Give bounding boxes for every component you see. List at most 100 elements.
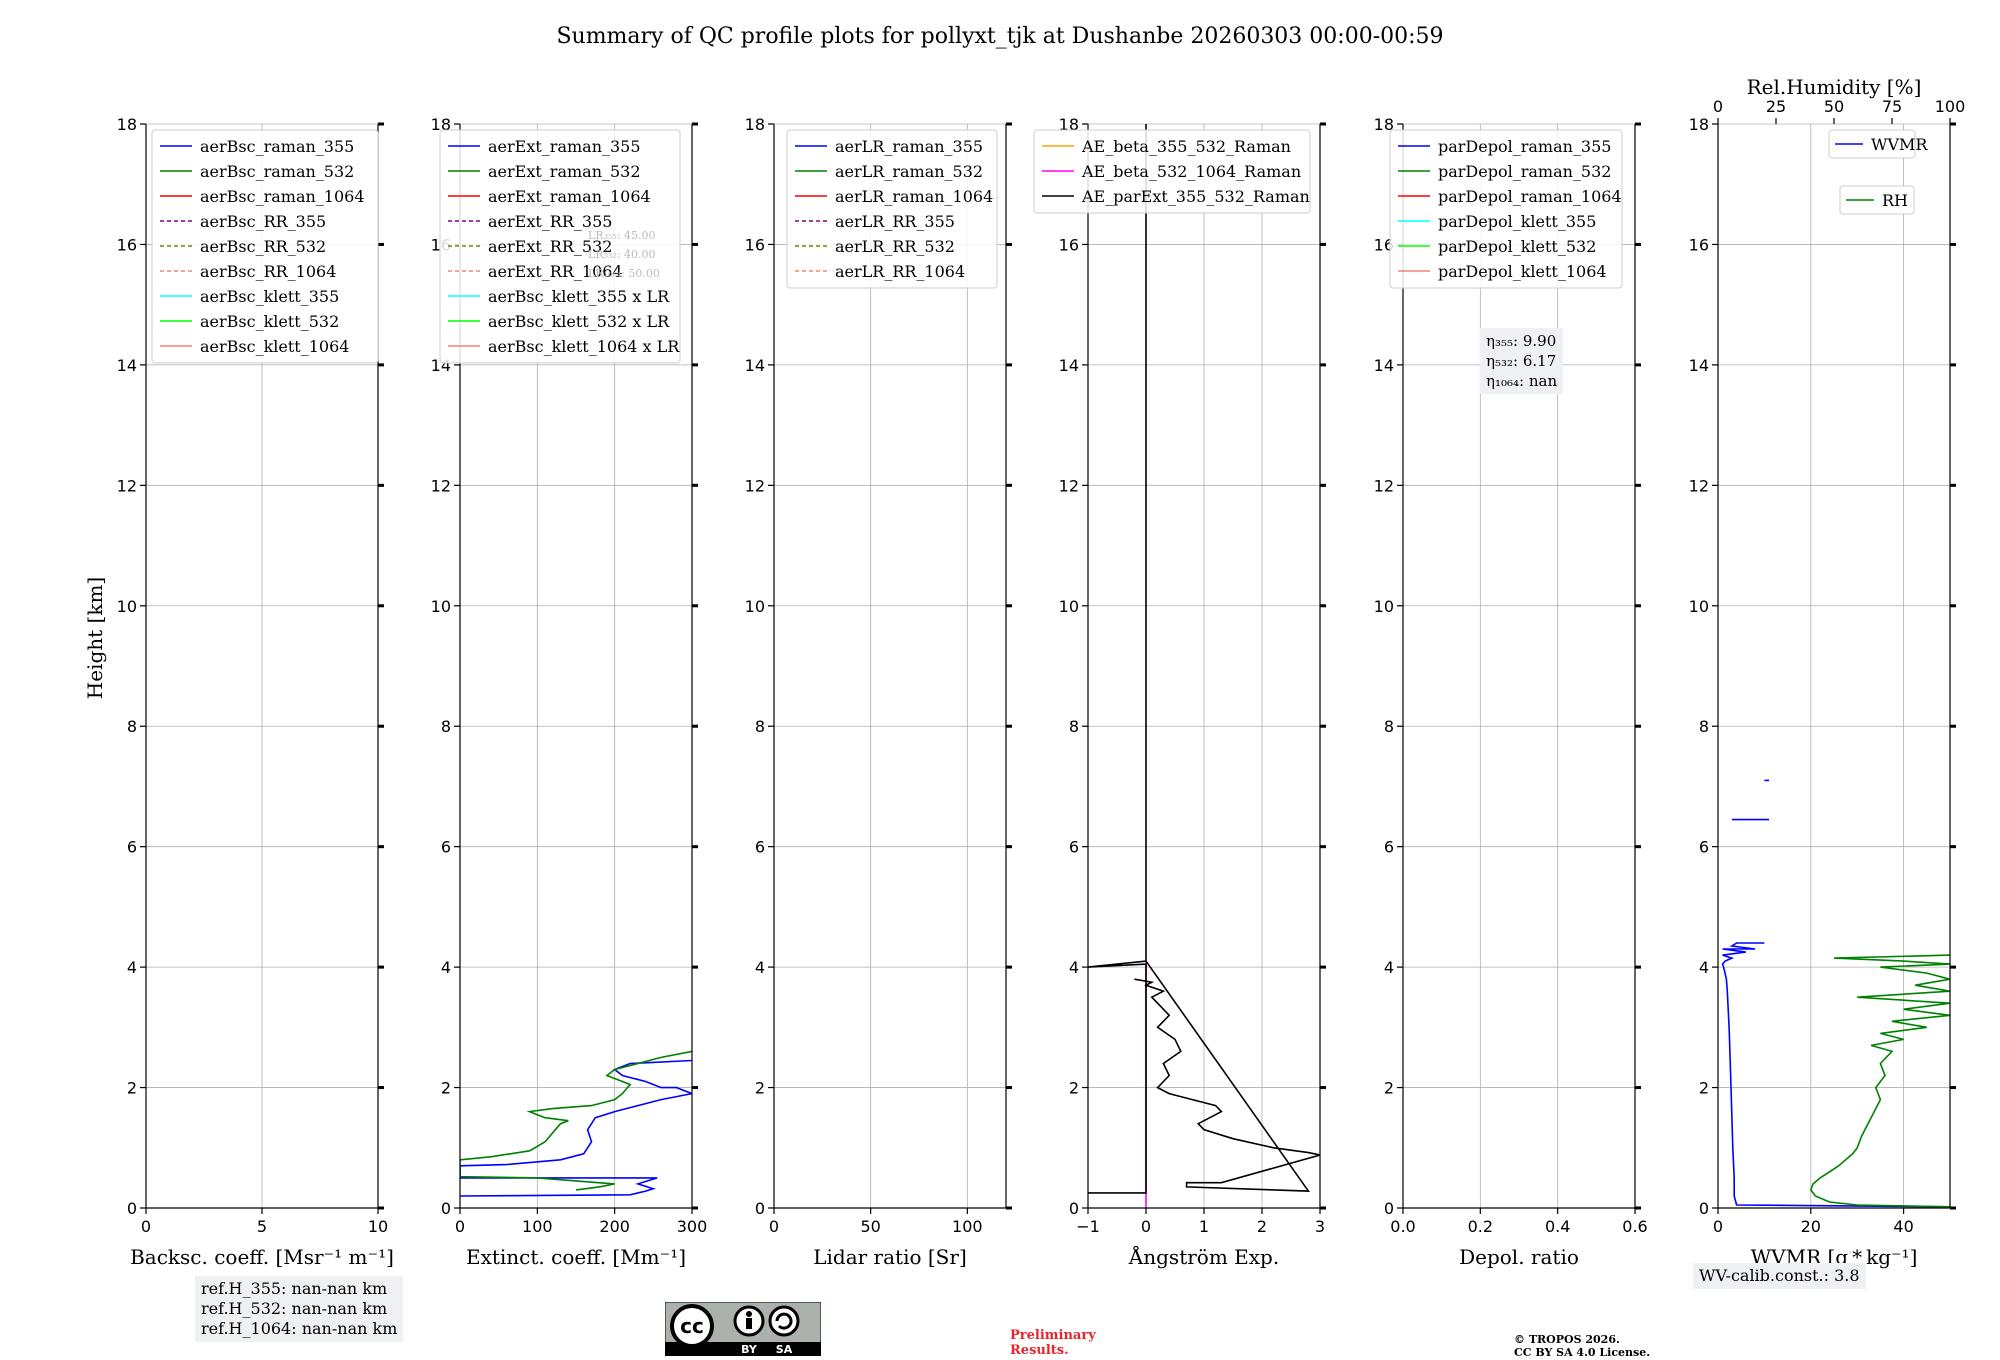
series-aerExt_raman_355 <box>460 1059 692 1197</box>
preliminary-line-2: Results. <box>1010 1343 1069 1358</box>
top-x-tick-label: 100 <box>1935 97 1966 116</box>
legend-label: aerBsc_RR_532 <box>200 237 326 256</box>
legend-label: aerLR_raman_1064 <box>835 187 993 206</box>
x-tick-label: 0 <box>1141 1217 1151 1236</box>
x-tick-label: 2 <box>1257 1217 1267 1236</box>
y-tick-label: 8 <box>1699 717 1709 736</box>
sa-label: SA <box>776 1343 793 1356</box>
y-tick-label: 18 <box>1689 115 1709 134</box>
legend-label: aerLR_RR_532 <box>835 237 955 256</box>
x-axis-label: Extinct. coeff. [Mm⁻¹] <box>466 1245 686 1269</box>
y-tick-label: 12 <box>1689 476 1709 495</box>
series-aerExt_raman_532 <box>460 1050 692 1191</box>
y-tick-label: 0 <box>755 1199 765 1218</box>
x-tick-label: 300 <box>677 1217 708 1236</box>
refh-532: ref.H_532: nan-nan km <box>201 1299 388 1318</box>
x-axis-label: Backsc. coeff. [Msr⁻¹ m⁻¹] <box>130 1245 394 1269</box>
eta-1064: η₁₀₆₄: nan <box>1486 372 1558 390</box>
legend-label: aerExt_RR_532 <box>488 237 612 256</box>
top-x-tick-label: 50 <box>1824 97 1844 116</box>
share-alike-icon <box>768 1305 800 1337</box>
y-tick-label: 10 <box>431 597 451 616</box>
refh-box: ref.H_355: nan-nan km ref.H_532: nan-nan… <box>195 1276 404 1342</box>
y-tick-label: 8 <box>441 717 451 736</box>
legend-label: aerBsc_RR_355 <box>200 212 326 231</box>
y-tick-label: 8 <box>755 717 765 736</box>
y-tick-label: 16 <box>1374 235 1394 254</box>
y-tick-label: 6 <box>1069 838 1079 857</box>
x-axis-label: Lidar ratio [Sr] <box>813 1245 967 1269</box>
series-group <box>1088 124 1320 1208</box>
series-WVMR <box>1721 942 1950 1208</box>
y-tick-label: 6 <box>127 838 137 857</box>
x-tick-label: 3 <box>1315 1217 1325 1236</box>
series-RH <box>1809 954 1950 1208</box>
x-tick-label: 0 <box>1713 1217 1723 1236</box>
by-label: BY <box>741 1343 758 1356</box>
top-x-tick-label: 25 <box>1766 97 1786 116</box>
y-tick-label: 2 <box>1384 1079 1394 1098</box>
x-tick-label: 10 <box>368 1217 388 1236</box>
y-tick-label: 18 <box>117 115 137 134</box>
legend-label: aerExt_RR_1064 <box>488 262 623 281</box>
wv-calib-box: WV-calib.const.: 3.8 <box>1693 1263 1866 1289</box>
panel-5: 0 2 4 6 8 10 12 14 16 18 0.0 0.2 0.4 0.6 Depol. ratio p… <box>1374 115 1648 1269</box>
legend-label: RH <box>1882 191 1908 210</box>
x-tick-label: 40 <box>1893 1217 1913 1236</box>
x-tick-label: 20 <box>1801 1217 1821 1236</box>
y-tick-label: 14 <box>117 356 137 375</box>
x-tick-label: 1 <box>1199 1217 1209 1236</box>
legend-label: aerBsc_klett_532 <box>200 312 339 331</box>
legend-label: parDepol_klett_532 <box>1438 237 1596 256</box>
y-tick-label: 16 <box>1059 235 1079 254</box>
y-tick-label: 10 <box>1689 597 1709 616</box>
x-tick-label: 0 <box>455 1217 465 1236</box>
legend-label: aerBsc_klett_355 x LR <box>488 287 670 306</box>
x-tick-label: 100 <box>522 1217 553 1236</box>
preliminary-note: Preliminary Results. <box>1010 1328 1096 1358</box>
y-tick-label: 6 <box>441 838 451 857</box>
y-tick-label: 6 <box>1699 838 1709 857</box>
legend: aerBsc_raman_355 aerBsc_raman_532 aerBsc_r… <box>151 129 379 364</box>
copyright-note: © TROPOS 2026. CC BY SA 4.0 License. <box>1514 1333 1650 1359</box>
y-tick-label: 4 <box>1384 958 1394 977</box>
legend-box <box>1828 129 1916 159</box>
y-tick-label: 12 <box>431 476 451 495</box>
x-tick-label: 200 <box>599 1217 630 1236</box>
y-tick-label: 18 <box>1059 115 1079 134</box>
legend: AE_beta_355_532_Raman AE_beta_532_1064_Ra… <box>1033 129 1311 214</box>
copyright-line-1: © TROPOS 2026. <box>1514 1333 1620 1346</box>
x-tick-label: 0 <box>769 1217 779 1236</box>
x-tick-label: −1 <box>1076 1217 1100 1236</box>
y-tick-label: 10 <box>745 597 765 616</box>
series-AE_parExt_355_532_Raman <box>1088 960 1320 1194</box>
panel-1: 0 2 4 6 8 10 12 14 16 18 0 5 10 Backsc. coeff. [Msr⁻¹… <box>117 115 394 1269</box>
x-tick-label: 0 <box>141 1217 151 1236</box>
y-tick-label: 12 <box>1059 476 1079 495</box>
legend-label: aerBsc_raman_532 <box>200 162 354 181</box>
legend-box <box>1839 185 1915 215</box>
x-axis-label: Depol. ratio <box>1459 1245 1579 1269</box>
legend-label: aerBsc_RR_1064 <box>200 262 336 281</box>
y-tick-label: 18 <box>431 115 451 134</box>
legend: aerExt_raman_355 aerExt_raman_532 aerExt_r… <box>439 129 681 364</box>
y-tick-label: 10 <box>117 597 137 616</box>
series-group <box>460 1050 692 1197</box>
legend-label: aerExt_raman_355 <box>488 137 641 156</box>
y-tick-label: 12 <box>745 476 765 495</box>
legend-label: aerExt_raman_532 <box>488 162 641 181</box>
y-tick-label: 6 <box>755 838 765 857</box>
legend-label: aerLR_RR_1064 <box>835 262 965 281</box>
y-tick-label: 4 <box>1069 958 1079 977</box>
cc-circle-icon <box>670 1304 714 1348</box>
y-tick-label: 14 <box>1059 356 1079 375</box>
legend-label: aerExt_RR_355 <box>488 212 612 231</box>
y-tick-label: 2 <box>1069 1079 1079 1098</box>
y-tick-label: 0 <box>1699 1199 1709 1218</box>
y-tick-label: 0 <box>127 1199 137 1218</box>
y-tick-label: 10 <box>1374 597 1394 616</box>
legend-label: aerLR_raman_532 <box>835 162 983 181</box>
